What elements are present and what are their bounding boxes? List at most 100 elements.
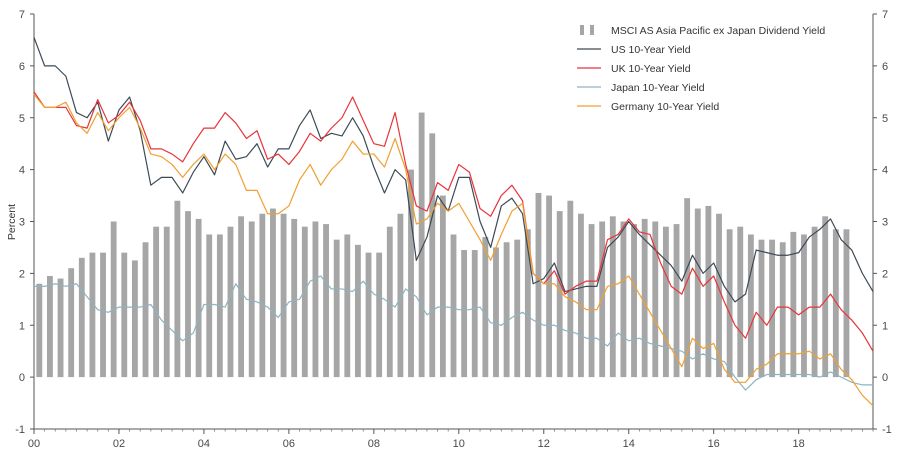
legend-entry: Japan 10-Year Yield [611, 82, 705, 94]
legend-entry: UK 10-Year Yield [611, 63, 691, 75]
dividend-yield-bar [78, 257, 85, 378]
dividend-yield-bar [801, 234, 807, 378]
y-tick-label-right: 7 [882, 9, 888, 21]
x-tick-label: 10 [453, 438, 465, 450]
dividend-yield-bar [652, 221, 659, 378]
dividend-yield-bar [631, 224, 637, 378]
dividend-yield-bar [588, 224, 595, 378]
dividend-yield-bar [333, 239, 340, 378]
y-tick-label-right: 4 [882, 165, 888, 177]
dividend-yield-bar [503, 242, 510, 378]
dividend-yield-bar [195, 218, 202, 378]
dividend-yield-bar [36, 283, 43, 378]
legend-swatch-bar [590, 25, 594, 35]
dividend-yield-bar [461, 250, 468, 378]
dividend-yield-bar [546, 195, 553, 378]
x-tick-label: 04 [198, 438, 210, 450]
dividend-yield-bar [843, 229, 850, 378]
y-tick-label-left: 1 [19, 320, 25, 332]
dividend-yield-bar [620, 221, 627, 378]
y-tick-label-right: 5 [882, 113, 888, 125]
dividend-yield-bar [811, 226, 818, 378]
y-tick-label-right: 0 [882, 372, 888, 384]
legend-swatch-bar [580, 25, 584, 35]
line-series [33, 37, 874, 407]
x-tick-label: 12 [538, 438, 550, 450]
dividend-yield-bar [68, 268, 75, 378]
dividend-yield-bar [280, 213, 287, 378]
dividend-yield-bar [227, 226, 234, 378]
y-tick-label-right: 3 [882, 217, 888, 229]
dividend-yield-bar [89, 252, 96, 378]
dividend-yield-bar [386, 226, 393, 378]
dividend-yield-bar [153, 226, 160, 378]
dividend-yield-bar [737, 226, 744, 378]
dividend-yield-bar [535, 192, 542, 378]
dividend-yield-bar [121, 252, 128, 378]
dividend-yield-bar [747, 234, 754, 378]
y-tick-label-right: -1 [882, 424, 892, 436]
x-tick-label: 18 [793, 438, 805, 450]
dividend-yield-bar [365, 252, 372, 378]
legend-entry: US 10-Year Yield [611, 44, 691, 56]
dividend-yield-bar [376, 252, 383, 378]
dividend-yield-bar [694, 208, 701, 378]
germany-10-year-yield-line [33, 94, 874, 407]
dividend-yield-bar [100, 252, 106, 378]
dividend-yield-bar [450, 234, 457, 378]
y-tick-label-left: 2 [19, 268, 25, 280]
dividend-yield-bar [609, 216, 616, 378]
dividend-yield-bar [524, 229, 531, 378]
x-tick-label: 08 [368, 438, 380, 450]
dividend-yield-bar [206, 234, 213, 378]
y-tick-label-left: 3 [19, 217, 25, 229]
x-tick-label: 06 [283, 438, 295, 450]
dividend-yield-bar [312, 221, 319, 378]
y-tick-label-left: 6 [19, 61, 25, 73]
us-10-year-yield-line [33, 37, 874, 303]
legend-entry: Germany 10-Year Yield [611, 101, 719, 113]
axes [30, 13, 877, 434]
legend-entry: MSCI AS Asia Pacific ex Japan Dividend Y… [611, 25, 825, 37]
dividend-yield-bar [344, 234, 351, 378]
y-tick-label-right: 2 [882, 268, 888, 280]
dividend-yield-bar [238, 216, 245, 378]
dividend-yield-bar [716, 213, 722, 378]
dividend-yield-bar [354, 244, 361, 378]
dividend-yield-bar [673, 224, 680, 378]
legend: MSCI AS Asia Pacific ex Japan Dividend Y… [577, 25, 825, 113]
dividend-yield-bar [514, 239, 521, 378]
y-tick-label-left: 7 [19, 9, 25, 21]
dividend-yield-bar [174, 200, 181, 378]
dividend-yield-bar [185, 211, 191, 378]
dividend-yield-bar [822, 216, 829, 378]
dividend-yield-bar [142, 242, 149, 378]
dividend-yield-bar [291, 218, 298, 378]
dividend-yield-bar [705, 205, 712, 378]
dividend-yield-bar [439, 195, 446, 378]
dividend-yield-bar [482, 237, 489, 378]
dividend-yield-bar [726, 229, 733, 378]
japan-10-year-yield-line [34, 275, 873, 391]
dividend-yield-bar [163, 226, 170, 378]
y-tick-label-left: -1 [15, 424, 25, 436]
dividend-yield-bar [397, 213, 404, 378]
dividend-yield-bar [779, 242, 786, 378]
dividend-yield-bar [408, 169, 414, 378]
dividend-yield-bar [131, 260, 138, 378]
y-tick-label-right: 1 [882, 320, 888, 332]
y-tick-label-left: 4 [19, 165, 25, 177]
dividend-yield-bar [567, 200, 574, 378]
x-tick-label: 00 [28, 438, 40, 450]
x-tick-label: 16 [708, 438, 720, 450]
dividend-yield-bar [758, 239, 765, 378]
y-tick-label-left: 5 [19, 113, 25, 125]
bar-series [36, 112, 850, 378]
y-tick-label-left: 0 [19, 372, 25, 384]
dividend-yield-bar [493, 247, 499, 378]
dividend-yield-bar [248, 221, 255, 378]
dividend-yield-bar [301, 226, 308, 378]
tick-labels: -1 -10 01 12 23 34 45 56 67 700 02 04 06 08 10 12 14 16 18 [15, 9, 892, 450]
dividend-yield-bar [110, 221, 117, 378]
